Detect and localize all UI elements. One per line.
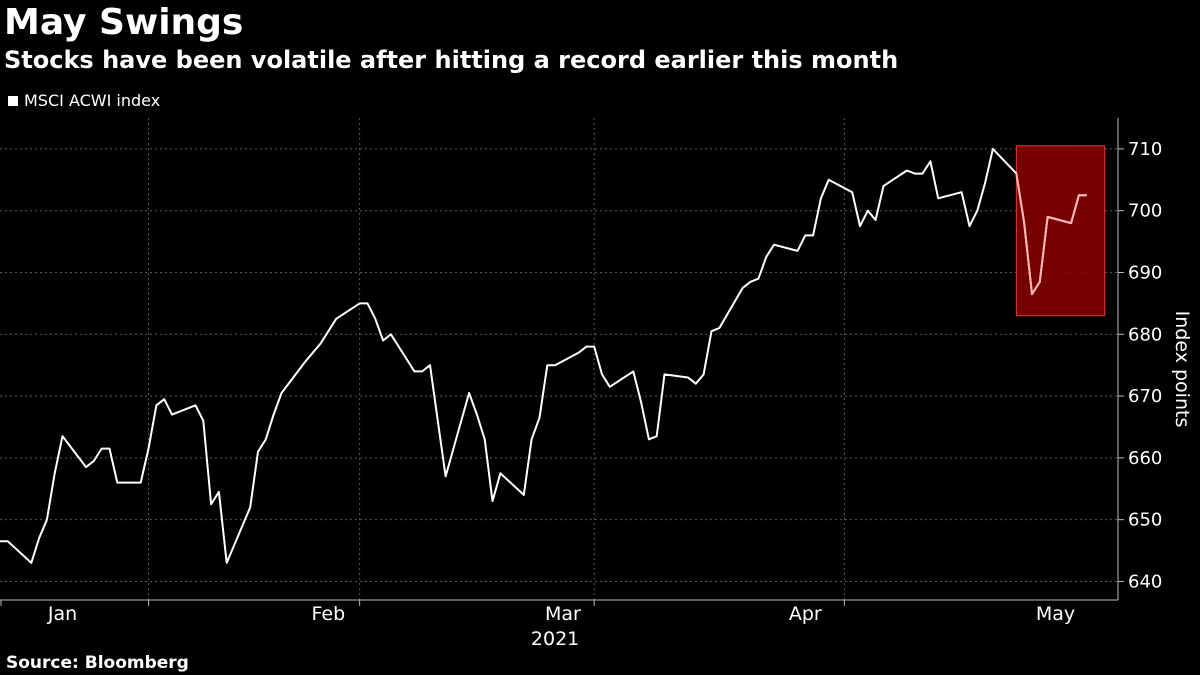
source-note: Source: Bloomberg (6, 653, 189, 673)
y-tick-label-680: 680 (1128, 324, 1162, 345)
y-tick-label-710: 710 (1128, 139, 1162, 160)
series-line-msci-acwi (0, 147, 1087, 564)
y-tick-label-690: 690 (1128, 262, 1162, 283)
chart-title: May Swings (4, 2, 244, 43)
x-tick-label-mar: Mar (545, 603, 581, 625)
y-tick-label-650: 650 (1128, 510, 1162, 531)
y-axis-label: Index points (1171, 311, 1193, 428)
x-tick-label-apr: Apr (789, 603, 822, 625)
y-tick-label-670: 670 (1128, 386, 1162, 407)
legend-swatch (8, 95, 18, 106)
x-tick-label-feb: Feb (312, 603, 346, 625)
legend-label: MSCI ACWI index (24, 91, 161, 110)
x-year-label: 2021 (531, 628, 579, 650)
y-tick-label-640: 640 (1128, 571, 1162, 592)
x-tick-label-jan: Jan (47, 603, 77, 625)
y-tick-label-660: 660 (1128, 448, 1162, 469)
highlight-box (1015, 145, 1106, 317)
x-tick-label-may: May (1036, 603, 1075, 625)
series-line-highlight-segment (1015, 173, 1087, 296)
legend: MSCI ACWI index (8, 91, 160, 110)
chart-subtitle: Stocks have been volatile after hitting … (4, 46, 899, 74)
y-tick-label-700: 700 (1128, 201, 1162, 222)
